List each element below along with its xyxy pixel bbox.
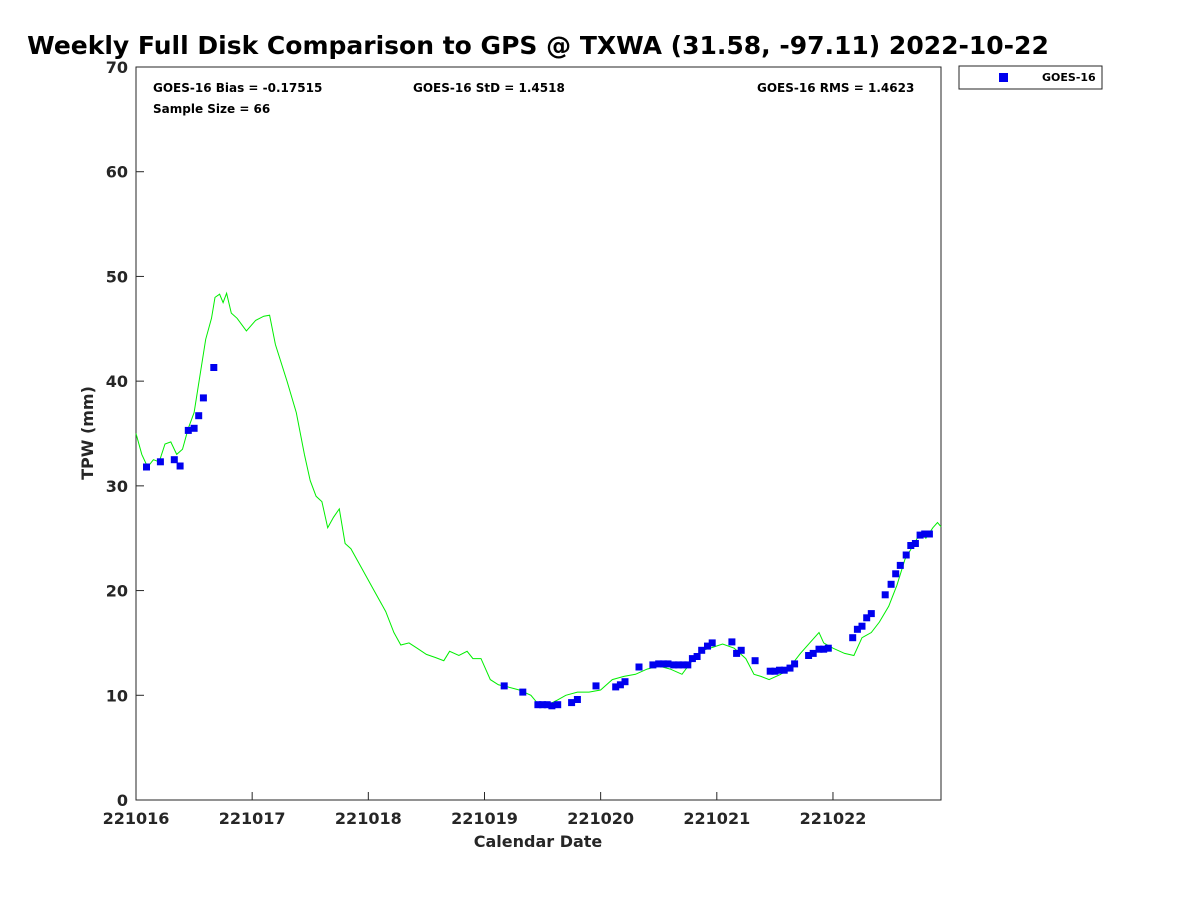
data-point	[849, 634, 857, 642]
x-tick-label: 221022	[800, 809, 867, 828]
y-tick-label: 20	[106, 582, 128, 601]
data-point	[887, 580, 895, 588]
data-point	[664, 660, 672, 668]
data-point	[519, 688, 527, 696]
data-point	[688, 655, 696, 663]
y-tick-label: 0	[117, 791, 128, 810]
data-point	[751, 657, 759, 665]
data-point	[612, 683, 620, 691]
data-point	[733, 649, 741, 657]
data-point	[805, 652, 813, 659]
data-point	[539, 701, 547, 709]
data-point	[780, 666, 788, 674]
data-point	[728, 638, 736, 646]
data-point	[568, 699, 576, 707]
data-point	[635, 663, 643, 671]
data-point	[858, 622, 866, 630]
data-point	[534, 701, 542, 709]
data-point	[892, 570, 900, 578]
y-tick-label: 50	[106, 267, 128, 286]
data-point	[679, 661, 687, 669]
data-point	[708, 639, 716, 647]
data-point	[824, 644, 832, 652]
legend: GOES-16	[958, 65, 1103, 90]
data-point	[853, 625, 861, 633]
data-point	[863, 614, 871, 622]
y-tick-label: 40	[106, 372, 128, 391]
y-tick-label: 10	[106, 686, 128, 705]
data-point	[170, 456, 178, 464]
data-point	[921, 530, 929, 538]
series-line	[135, 291, 942, 706]
data-point	[925, 530, 933, 538]
data-point	[815, 645, 823, 653]
data-point	[737, 646, 745, 654]
data-point	[776, 666, 783, 674]
x-tick-label: 221016	[103, 809, 170, 828]
data-point	[655, 660, 663, 668]
data-point	[659, 660, 667, 668]
data-point	[809, 649, 817, 657]
data-point	[907, 542, 915, 549]
data-point	[500, 682, 508, 690]
x-tick-label: 221021	[683, 809, 750, 828]
data-point	[766, 667, 774, 675]
x-tick-label: 221019	[451, 809, 518, 828]
sample-size-stat: Sample Size = 66	[153, 102, 270, 116]
data-point	[675, 661, 682, 669]
data-point	[693, 653, 701, 660]
data-point	[684, 661, 692, 669]
data-point	[881, 591, 889, 599]
data-point	[199, 394, 207, 402]
legend-marker	[999, 73, 1008, 82]
plot-area	[135, 66, 942, 801]
data-point	[184, 426, 192, 434]
x-axis-ticks: 221016 221017 221018 221019 221020 221021 2210…	[103, 792, 867, 828]
data-point	[616, 681, 624, 689]
data-point	[554, 701, 562, 709]
x-tick-label: 221018	[335, 809, 402, 828]
data-point	[190, 424, 198, 432]
x-axis-label: Calendar Date	[474, 832, 603, 851]
data-point	[649, 661, 657, 669]
series-layer	[135, 291, 942, 710]
y-tick-label: 70	[106, 58, 128, 77]
y-axis-ticks: 0 10 20 30 40 50 60 70	[106, 58, 144, 810]
data-point	[176, 462, 184, 470]
rms-stat: GOES-16 RMS = 1.4623	[757, 81, 914, 95]
legend-label: GOES-16	[1042, 71, 1096, 84]
data-point	[143, 463, 150, 471]
x-tick-label: 221020	[567, 809, 634, 828]
data-point	[916, 531, 924, 539]
data-point	[621, 678, 629, 686]
y-tick-label: 30	[106, 477, 128, 496]
std-stat: GOES-16 StD = 1.4518	[413, 81, 565, 95]
data-point	[820, 645, 828, 653]
data-point	[771, 667, 779, 675]
legend-box	[958, 65, 1103, 90]
data-point	[670, 661, 678, 669]
data-point	[592, 682, 600, 690]
data-point	[210, 364, 218, 371]
data-point	[548, 702, 556, 710]
data-point	[195, 412, 203, 420]
y-tick-label: 60	[106, 163, 128, 182]
data-point	[911, 540, 919, 547]
bias-stat: GOES-16 Bias = -0.17515	[153, 81, 322, 95]
data-point	[791, 660, 799, 668]
data-point	[543, 701, 551, 709]
data-point	[786, 664, 794, 672]
y-axis-label: TPW (mm)	[78, 386, 97, 480]
data-point	[902, 551, 910, 559]
data-point	[698, 646, 706, 654]
data-point	[573, 696, 581, 703]
x-tick-label: 221017	[219, 809, 286, 828]
data-point	[867, 610, 875, 618]
data-point	[156, 458, 164, 466]
data-point	[704, 642, 711, 650]
data-point	[896, 561, 904, 569]
chart-title: Weekly Full Disk Comparison to GPS @ TXW…	[27, 31, 1049, 60]
